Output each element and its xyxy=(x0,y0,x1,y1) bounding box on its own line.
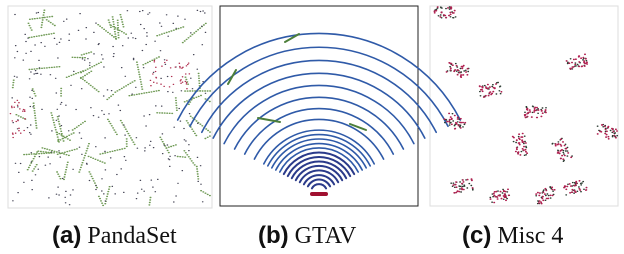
caption-b: (b)GTAV xyxy=(258,222,356,250)
panel-c-frame xyxy=(430,6,618,206)
caption-c: (c)Misc 4 xyxy=(462,222,563,250)
caption-a: (a)PandaSet xyxy=(52,222,177,250)
panel-name: Misc 4 xyxy=(497,223,563,249)
figure-page: (a)PandaSet (b)GTAV (c)Misc 4 (() => { c… xyxy=(0,0,624,254)
panel-label: (a) xyxy=(52,222,81,249)
panel-label: (c) xyxy=(462,222,491,249)
panel-name: PandaSet xyxy=(87,223,176,249)
panel-label: (b) xyxy=(258,222,289,249)
figure-images xyxy=(0,0,624,215)
panel-name: GTAV xyxy=(295,223,357,249)
